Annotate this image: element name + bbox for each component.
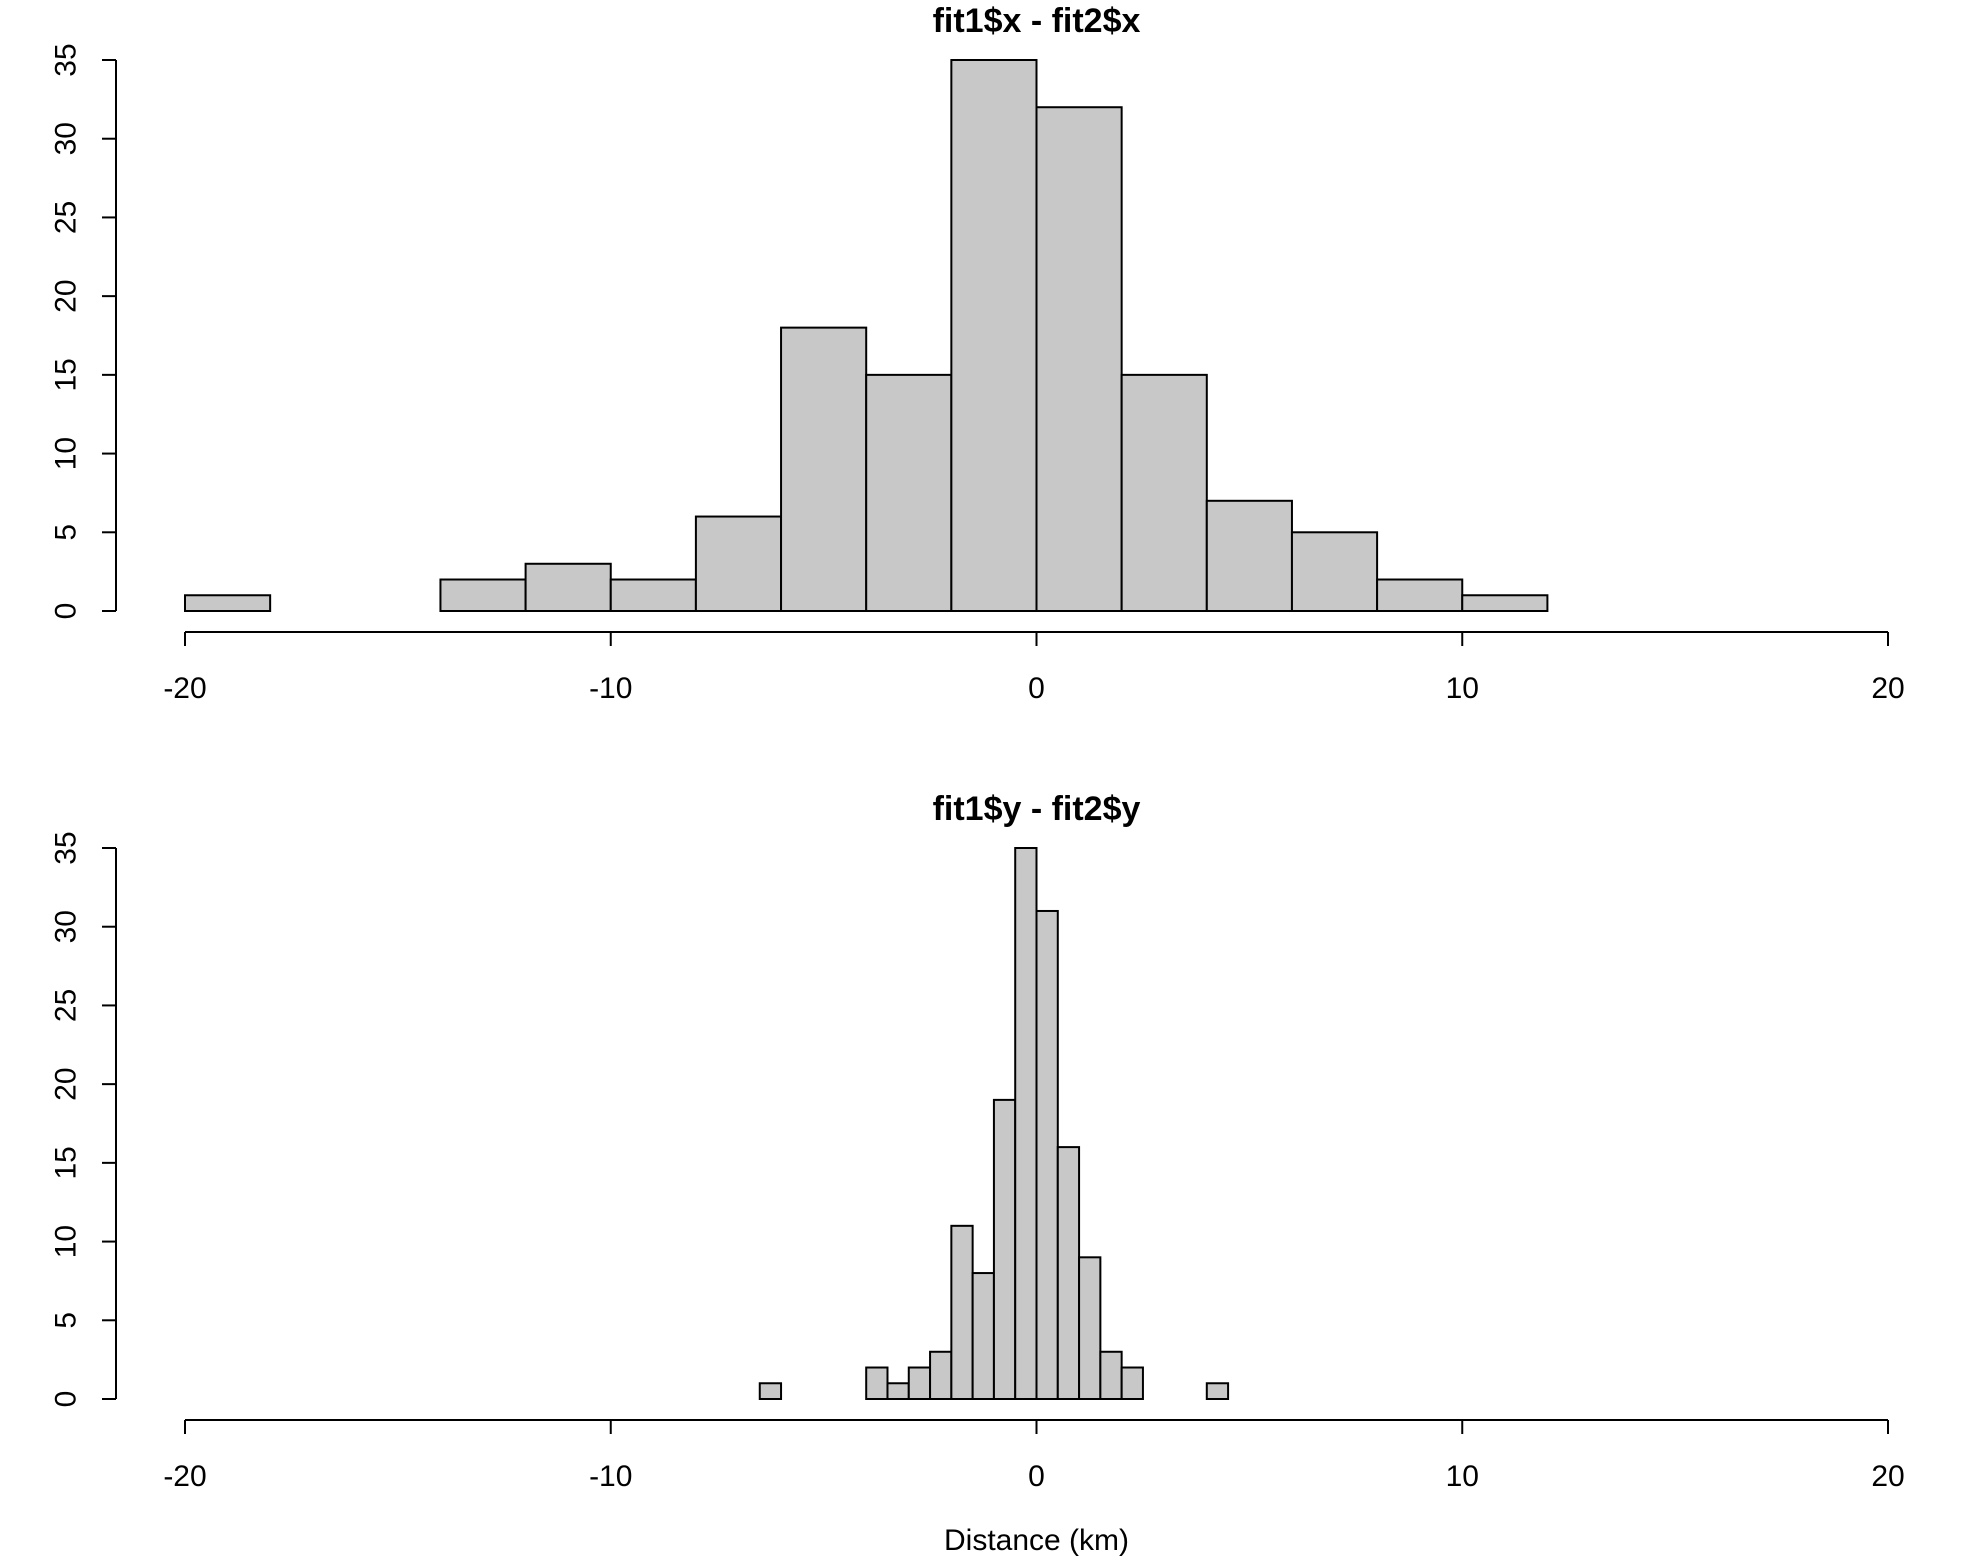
- histogram-bar: [1099, 1350, 1123, 1401]
- histogram-bar: [886, 1382, 910, 1401]
- histogram-bar: [184, 594, 272, 612]
- histogram-bar: [950, 1224, 974, 1401]
- y-tick-label: 0: [50, 603, 83, 620]
- histogram-panel-2: fit1$y - fit2$y 0 5 10 15 20 25 30 35 -20 -10 0 10 20…: [50, 790, 1905, 1557]
- y-tick-label: 30: [50, 910, 83, 943]
- y-tick-label: 15: [50, 358, 83, 391]
- histogram-bar: [1290, 531, 1379, 612]
- x-tick-label: -20: [163, 1460, 206, 1493]
- y-tick-label: 35: [50, 43, 83, 76]
- histogram-bar: [1035, 909, 1059, 1400]
- x-tick-label: 0: [1028, 1460, 1045, 1493]
- y-tick-label: 10: [50, 437, 83, 470]
- histogram-bar: [1120, 373, 1208, 612]
- x-tick-label: 20: [1871, 672, 1904, 705]
- x-tick-label: 10: [1446, 672, 1479, 705]
- y-tick-label: 5: [50, 524, 83, 541]
- x-tick-label: -10: [589, 672, 632, 705]
- histogram-bars: [758, 847, 1230, 1401]
- histogram-bar: [694, 515, 783, 612]
- y-tick-label: 20: [50, 1067, 83, 1100]
- histogram-bar: [1078, 1256, 1102, 1401]
- y-tick-label: 35: [50, 831, 83, 864]
- histogram-bar: [780, 326, 868, 612]
- chart-title: fit1$y - fit2$y: [933, 790, 1141, 828]
- histogram-bar: [1120, 1366, 1144, 1400]
- histogram-bar: [1205, 499, 1293, 612]
- x-tick-label: 20: [1871, 1460, 1904, 1493]
- histogram-bar: [1461, 594, 1549, 612]
- histogram-bar: [929, 1350, 953, 1401]
- chart-title: fit1$x - fit2$x: [933, 2, 1141, 40]
- histogram-bar: [1014, 847, 1038, 1400]
- histogram-panel-1: fit1$x - fit2$x 0 5 10 15 20 25 30 35 -20 -10 0 10 20: [50, 2, 1905, 705]
- x-axis: -20 -10 0 10 20: [163, 1419, 1905, 1493]
- histogram-bar: [992, 1098, 1017, 1401]
- x-tick-label: 10: [1446, 1460, 1479, 1493]
- histogram-bar: [1056, 1146, 1081, 1400]
- y-tick-label: 25: [50, 201, 83, 234]
- histogram-bar: [865, 1366, 889, 1400]
- x-axis-label: Distance (km): [944, 1524, 1129, 1557]
- y-tick-label: 25: [50, 989, 83, 1022]
- histogram-bar: [609, 578, 697, 612]
- x-tick-label: -20: [163, 672, 206, 705]
- y-tick-label: 5: [50, 1312, 83, 1329]
- y-axis: 0 5 10 15 20 25 30 35: [50, 831, 117, 1407]
- histogram-bar: [439, 578, 527, 612]
- histogram-bar: [907, 1366, 932, 1400]
- y-tick-label: 10: [50, 1225, 83, 1258]
- histogram-bar: [971, 1272, 995, 1400]
- y-tick-label: 30: [50, 122, 83, 155]
- histogram-bar: [758, 1382, 783, 1401]
- histogram-bars: [184, 59, 1549, 612]
- histogram-bar: [1205, 1382, 1230, 1401]
- y-tick-label: 20: [50, 279, 83, 312]
- histogram-bar: [950, 59, 1038, 612]
- histogram-bar: [865, 373, 953, 612]
- y-tick-label: 15: [50, 1146, 83, 1179]
- y-axis: 0 5 10 15 20 25 30 35: [50, 43, 117, 619]
- x-tick-label: 0: [1028, 672, 1045, 705]
- x-axis: -20 -10 0 10 20: [163, 631, 1905, 705]
- histogram-bar: [1376, 578, 1464, 612]
- histogram-bar: [1035, 106, 1123, 612]
- x-tick-label: -10: [589, 1460, 632, 1493]
- histogram-bar: [524, 562, 612, 612]
- y-tick-label: 0: [50, 1391, 83, 1408]
